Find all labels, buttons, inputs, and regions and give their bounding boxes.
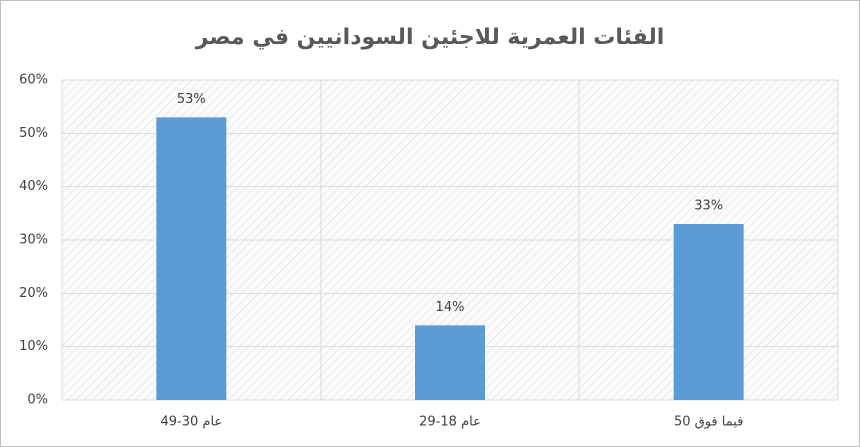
y-tick-label: 0% <box>27 393 48 408</box>
y-tick-label: 30% <box>19 233 48 248</box>
data-label: 53% <box>177 92 206 107</box>
x-tick-label: 49-30 عام <box>160 415 222 430</box>
data-label: 14% <box>436 300 465 315</box>
bar <box>415 325 485 400</box>
y-tick-label: 40% <box>19 179 48 194</box>
y-tick-label: 50% <box>19 126 48 141</box>
data-label: 33% <box>694 199 723 214</box>
chart-title: الفئات العمرية للاجئين السودانيين في مصر <box>195 25 665 50</box>
y-tick-label: 20% <box>19 286 48 301</box>
x-tick-label: 50 فيما فوق <box>674 415 743 430</box>
x-tick-label: 29-18 عام <box>419 415 481 430</box>
y-tick-label: 60% <box>19 73 48 88</box>
bar <box>673 224 744 400</box>
y-tick-label: 10% <box>19 339 48 354</box>
bar <box>156 117 227 400</box>
